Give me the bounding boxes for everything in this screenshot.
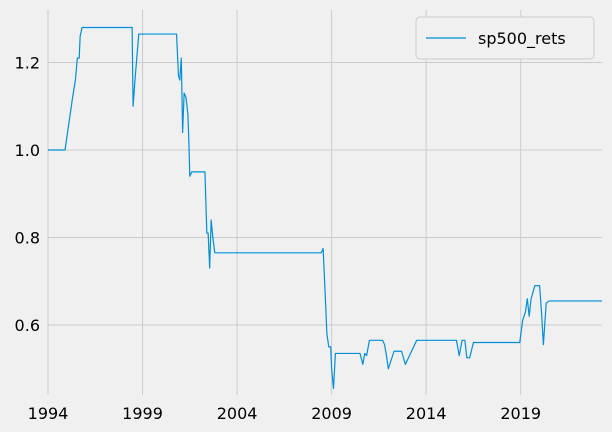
y-axis-tick-labels: 0.6 0.8 1.0 1.2: [15, 54, 40, 336]
y-tick-label: 1.2: [15, 54, 40, 73]
y-tick-label: 1.0: [15, 141, 40, 160]
x-tick-label: 2019: [500, 404, 541, 423]
legend-label: sp500_rets: [478, 29, 566, 49]
x-tick-label: 2009: [311, 404, 352, 423]
legend-box: [415, 16, 595, 60]
x-tick-label: 2004: [217, 404, 258, 423]
x-axis-tick-labels: 1994 1999 2004 2009 2014 2019: [28, 404, 541, 423]
x-tick-label: 2014: [406, 404, 447, 423]
legend: sp500_rets: [415, 16, 595, 60]
y-tick-label: 0.8: [15, 229, 40, 248]
y-tick-label: 0.6: [15, 316, 40, 335]
x-tick-label: 1999: [122, 404, 163, 423]
series-line-sp500_rets: [48, 26, 602, 390]
series-layer: [48, 26, 602, 390]
x-tick-label: 1994: [28, 404, 69, 423]
grid: [47, 10, 602, 395]
